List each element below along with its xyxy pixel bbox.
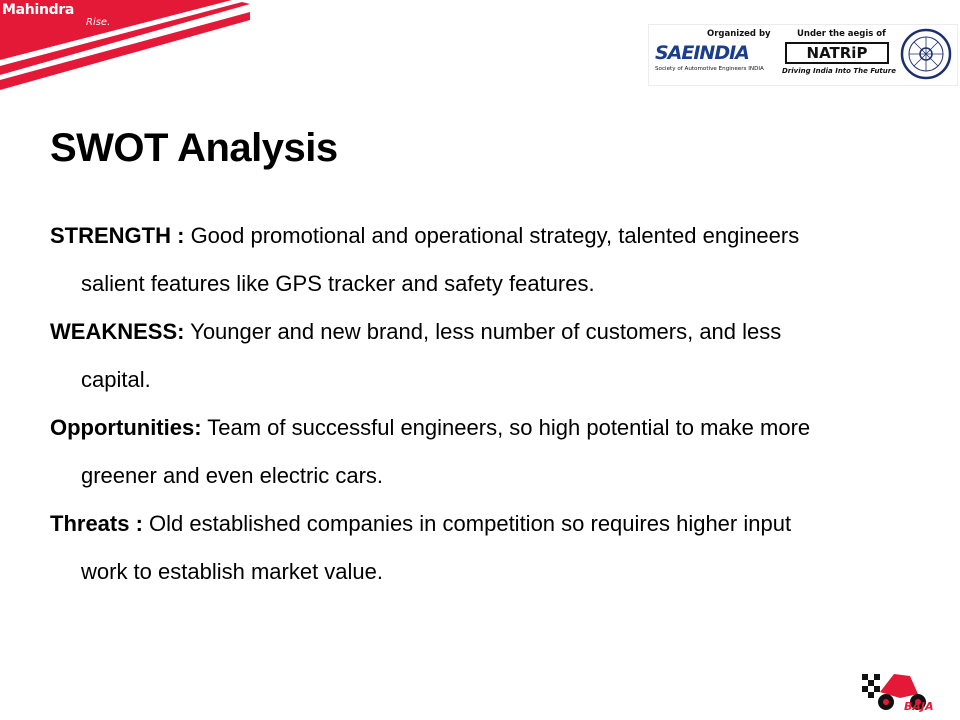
swot-continuation: greener and even electric cars. <box>81 463 384 488</box>
swot-item-line: Opportunities: Team of successful engine… <box>50 404 920 452</box>
swot-text: Good promotional and operational strateg… <box>184 223 800 248</box>
mahindra-logo-text: Mahindra <box>2 2 75 18</box>
aegis-label: Under the aegis of <box>797 29 886 39</box>
swot-heading: STRENGTH : <box>50 223 185 248</box>
swot-item-opportunities: Opportunities: Team of successful engine… <box>50 404 920 500</box>
checkered-flag-icon <box>862 674 880 698</box>
swot-item-weakness: WEAKNESS: Younger and new brand, less nu… <box>50 308 920 404</box>
baja-buggy-icon: BAJA <box>862 674 934 713</box>
mahindra-corner-banner: Mahindra Rise. <box>0 0 250 90</box>
swot-list: STRENGTH : Good promotional and operatio… <box>50 212 920 596</box>
swot-item-line: STRENGTH : Good promotional and operatio… <box>50 212 920 260</box>
swot-item-line: WEAKNESS: Younger and new brand, less nu… <box>50 308 920 356</box>
corner-stripes <box>0 0 250 90</box>
natrip-tagline: Driving India Into The Future <box>782 67 896 75</box>
swot-item-strength: STRENGTH : Good promotional and operatio… <box>50 212 920 308</box>
swot-heading: Threats : <box>50 511 143 536</box>
swot-continuation: salient features like GPS tracker and sa… <box>81 271 595 296</box>
organizer-logos: Organized by Under the aegis of SAEINDIA… <box>648 24 958 86</box>
slide-title: SWOT Analysis <box>50 126 338 170</box>
saeindia-logo: SAEINDIA <box>655 42 750 64</box>
swot-item-line: Threats : Old established companies in c… <box>50 500 920 548</box>
baja-logo-text: BAJA <box>904 700 934 713</box>
swot-heading: Opportunities: <box>50 415 202 440</box>
natrip-logo: NATRiP <box>785 42 889 64</box>
swot-text: Team of successful engineers, so high po… <box>201 415 811 440</box>
mahindra-tagline: Rise. <box>86 17 111 28</box>
swot-text: Old established companies in competition… <box>142 511 792 536</box>
swot-text: Younger and new brand, less number of cu… <box>184 319 782 344</box>
saeindia-full-name: Society of Automotive Engineers INDIA <box>655 66 764 72</box>
swot-item-threats: Threats : Old established companies in c… <box>50 500 920 596</box>
swot-continuation: capital. <box>81 367 151 392</box>
government-emblem-icon <box>900 28 952 80</box>
organized-by-label: Organized by <box>707 29 771 39</box>
swot-continuation: work to establish market value. <box>81 559 384 584</box>
swot-heading: WEAKNESS: <box>50 319 185 344</box>
